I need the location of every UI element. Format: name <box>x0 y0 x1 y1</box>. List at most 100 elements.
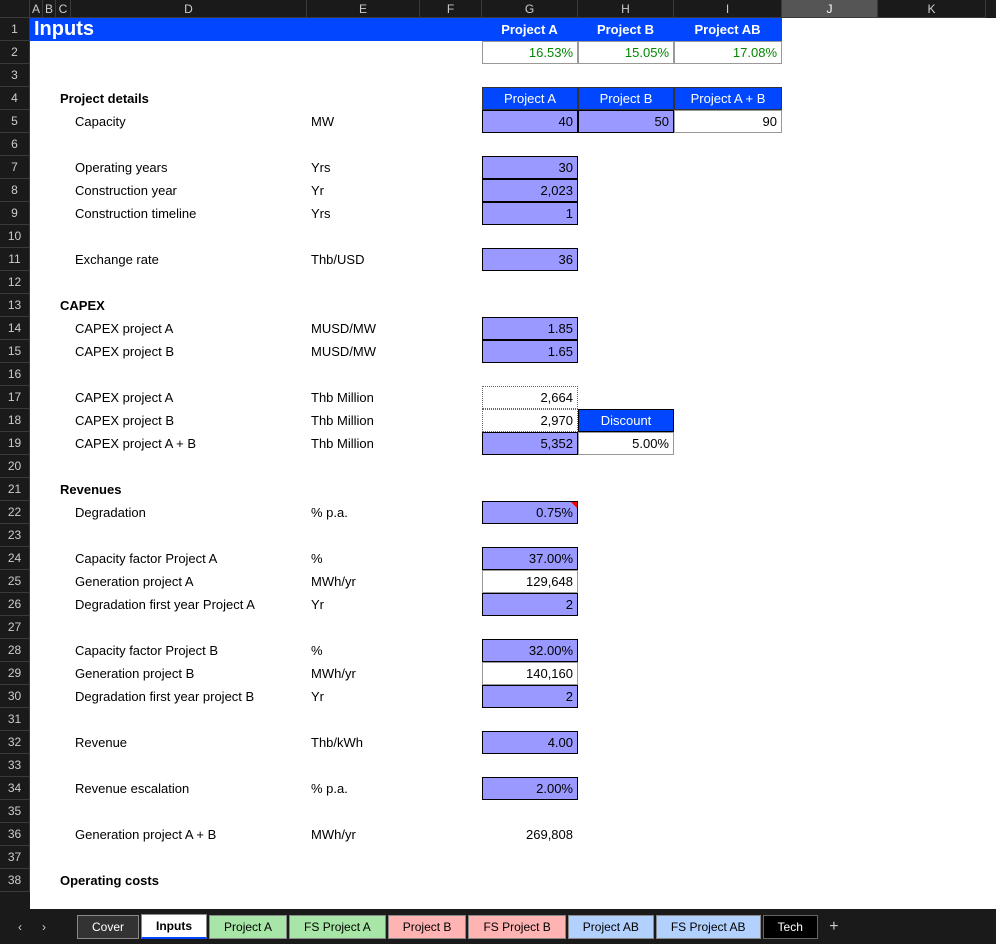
cell-5-G[interactable]: 40 <box>482 110 578 133</box>
cell-35-D[interactable] <box>71 800 307 823</box>
cell-25-E[interactable]: MWh/yr <box>307 570 420 593</box>
cell-25-H[interactable] <box>578 570 674 593</box>
cell-24-F[interactable] <box>420 547 482 570</box>
cell-12-F[interactable] <box>420 271 482 294</box>
cell-35-J[interactable] <box>782 800 878 823</box>
cell-19-C[interactable] <box>56 432 71 455</box>
cell-23-F[interactable] <box>420 524 482 547</box>
cell-3-D[interactable] <box>71 64 307 87</box>
cell-8-J[interactable] <box>782 179 878 202</box>
row-header-8[interactable]: 8 <box>0 179 30 202</box>
cell-18-H[interactable]: Discount <box>578 409 674 432</box>
cell-24-B[interactable] <box>43 547 56 570</box>
cell-3-A[interactable] <box>30 64 43 87</box>
cell-4-C[interactable]: Project details <box>56 87 307 110</box>
cell-19-K[interactable] <box>878 432 986 455</box>
cell-38-J[interactable] <box>782 869 878 892</box>
cell-7-K[interactable] <box>878 156 986 179</box>
cell-17-F[interactable] <box>420 386 482 409</box>
cell-7-H[interactable] <box>578 156 674 179</box>
cell-3-K[interactable] <box>878 64 986 87</box>
cell-30-C[interactable] <box>56 685 71 708</box>
cell-24-C[interactable] <box>56 547 71 570</box>
cell-28-H[interactable] <box>578 639 674 662</box>
col-header-B[interactable]: B <box>43 0 56 18</box>
row-header-5[interactable]: 5 <box>0 110 30 133</box>
cell-10-B[interactable] <box>43 225 56 248</box>
cell-29-K[interactable] <box>878 662 986 685</box>
cell-34-E[interactable]: % p.a. <box>307 777 420 800</box>
cell-13-F[interactable] <box>420 294 482 317</box>
row-header-30[interactable]: 30 <box>0 685 30 708</box>
cell-18-K[interactable] <box>878 409 986 432</box>
cell-15-A[interactable] <box>30 340 43 363</box>
cell-12-D[interactable] <box>71 271 307 294</box>
cell-18-A[interactable] <box>30 409 43 432</box>
cell-33-B[interactable] <box>43 754 56 777</box>
cell-12-E[interactable] <box>307 271 420 294</box>
sheet-tab-cover[interactable]: Cover <box>77 915 139 939</box>
cell-8-A[interactable] <box>30 179 43 202</box>
cell-17-B[interactable] <box>43 386 56 409</box>
cell-19-H[interactable]: 5.00% <box>578 432 674 455</box>
cell-38-E[interactable] <box>307 869 420 892</box>
cell-28-E[interactable]: % <box>307 639 420 662</box>
cell-12-C[interactable] <box>56 271 71 294</box>
cell-8-E[interactable]: Yr <box>307 179 420 202</box>
cell-19-E[interactable]: Thb Million <box>307 432 420 455</box>
cell-21-F[interactable] <box>420 478 482 501</box>
row-header-36[interactable]: 36 <box>0 823 30 846</box>
sheet-tab-project-ab[interactable]: Project AB <box>568 915 654 939</box>
cell-6-J[interactable] <box>782 133 878 156</box>
cell-19-D[interactable]: CAPEX project A + B <box>71 432 307 455</box>
cell-6-I[interactable] <box>674 133 782 156</box>
row-header-27[interactable]: 27 <box>0 616 30 639</box>
cell-6-G[interactable] <box>482 133 578 156</box>
cell-37-J[interactable] <box>782 846 878 869</box>
cell-25-J[interactable] <box>782 570 878 593</box>
cell-17-C[interactable] <box>56 386 71 409</box>
cell-31-E[interactable] <box>307 708 420 731</box>
cell-16-A[interactable] <box>30 363 43 386</box>
cell-26-F[interactable] <box>420 593 482 616</box>
cell-33-C[interactable] <box>56 754 71 777</box>
cell-32-A[interactable] <box>30 731 43 754</box>
cell-19-A[interactable] <box>30 432 43 455</box>
cell-1-H[interactable]: Project B <box>578 18 674 41</box>
row-header-26[interactable]: 26 <box>0 593 30 616</box>
cell-21-A[interactable] <box>30 478 43 501</box>
cell-21-C[interactable]: Revenues <box>56 478 307 501</box>
cell-27-K[interactable] <box>878 616 986 639</box>
cell-28-G[interactable]: 32.00% <box>482 639 578 662</box>
cell-33-I[interactable] <box>674 754 782 777</box>
cell-18-E[interactable]: Thb Million <box>307 409 420 432</box>
cell-8-C[interactable] <box>56 179 71 202</box>
row-header-15[interactable]: 15 <box>0 340 30 363</box>
row-header-33[interactable]: 33 <box>0 754 30 777</box>
cell-3-J[interactable] <box>782 64 878 87</box>
cell-1-G[interactable]: Project A <box>482 18 578 41</box>
cell-13-C[interactable]: CAPEX <box>56 294 307 317</box>
col-header-I[interactable]: I <box>674 0 782 18</box>
cell-20-J[interactable] <box>782 455 878 478</box>
cell-30-D[interactable]: Degradation first year project B <box>71 685 307 708</box>
cell-29-F[interactable] <box>420 662 482 685</box>
cell-24-G[interactable]: 37.00% <box>482 547 578 570</box>
cell-25-F[interactable] <box>420 570 482 593</box>
cell-27-D[interactable] <box>71 616 307 639</box>
cell-17-H[interactable] <box>578 386 674 409</box>
cell-14-E[interactable]: MUSD/MW <box>307 317 420 340</box>
cell-34-I[interactable] <box>674 777 782 800</box>
cell-31-H[interactable] <box>578 708 674 731</box>
cell-4-A[interactable] <box>30 87 43 110</box>
cell-30-I[interactable] <box>674 685 782 708</box>
sheet-tab-project-a[interactable]: Project A <box>209 915 287 939</box>
cell-2-A[interactable] <box>30 41 43 64</box>
cell-5-D[interactable]: Capacity <box>71 110 307 133</box>
row-header-14[interactable]: 14 <box>0 317 30 340</box>
row-header-4[interactable]: 4 <box>0 87 30 110</box>
cell-1-A[interactable]: Inputs <box>30 18 307 41</box>
cell-25-G[interactable]: 129,648 <box>482 570 578 593</box>
cell-22-D[interactable]: Degradation <box>71 501 307 524</box>
cell-14-B[interactable] <box>43 317 56 340</box>
